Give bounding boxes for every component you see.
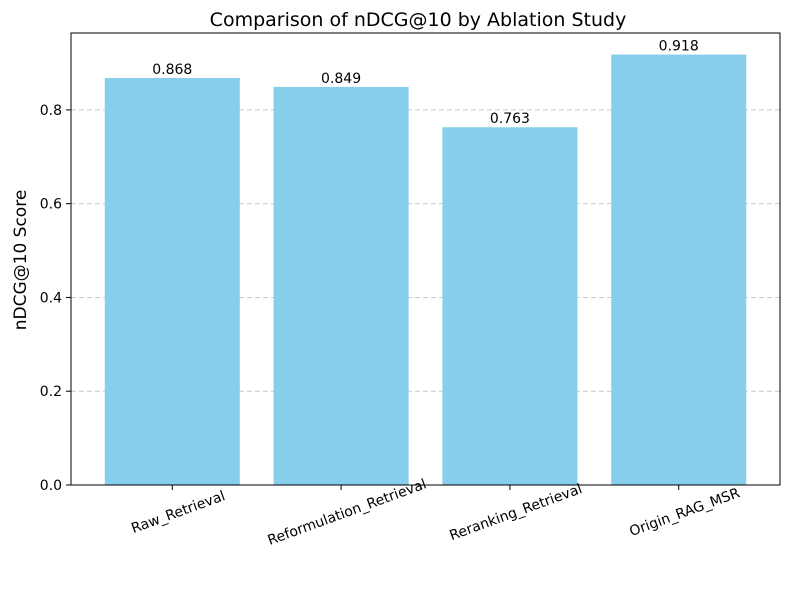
y-ticks: 0.0 0.2 0.4 0.6 0.8 bbox=[40, 103, 71, 494]
y-axis-label: nDCG@10 Score bbox=[11, 190, 31, 331]
x-tick-label: Reformulation_Retrieval bbox=[266, 476, 429, 548]
y-tick-label: 0.2 bbox=[40, 384, 62, 400]
x-tick-label: Reranking_Retrieval bbox=[447, 481, 584, 544]
bar-value-label: 0.763 bbox=[490, 111, 530, 127]
bar-value-label: 0.868 bbox=[152, 62, 192, 78]
data-labels: 0.868 0.849 0.763 0.918 bbox=[152, 39, 699, 128]
y-tick-label: 0.4 bbox=[40, 290, 62, 306]
x-ticks: Raw_Retrieval Reformulation_Retrieval Rera… bbox=[129, 476, 742, 548]
grid-lines bbox=[71, 109, 780, 392]
bars bbox=[104, 54, 747, 485]
y-tick-label: 0.6 bbox=[40, 197, 62, 213]
bar-reformulation-retrieval bbox=[273, 86, 409, 485]
bar-value-label: 0.849 bbox=[321, 71, 361, 87]
y-tick-label: 0.0 bbox=[40, 478, 62, 494]
axes bbox=[70, 32, 781, 486]
bar-raw-retrieval bbox=[104, 78, 240, 485]
chart-title: Comparison of nDCG@10 by Ablation Study bbox=[210, 9, 627, 31]
bar-value-label: 0.918 bbox=[659, 39, 699, 55]
bar-reranking-retrieval bbox=[442, 127, 578, 485]
x-tick-label: Origin_RAG_MSR bbox=[627, 485, 742, 540]
bar-origin-rag-msr bbox=[611, 54, 747, 485]
x-tick-label: Raw_Retrieval bbox=[129, 488, 227, 537]
plot-frame bbox=[70, 32, 781, 486]
y-tick-label: 0.8 bbox=[40, 103, 62, 119]
